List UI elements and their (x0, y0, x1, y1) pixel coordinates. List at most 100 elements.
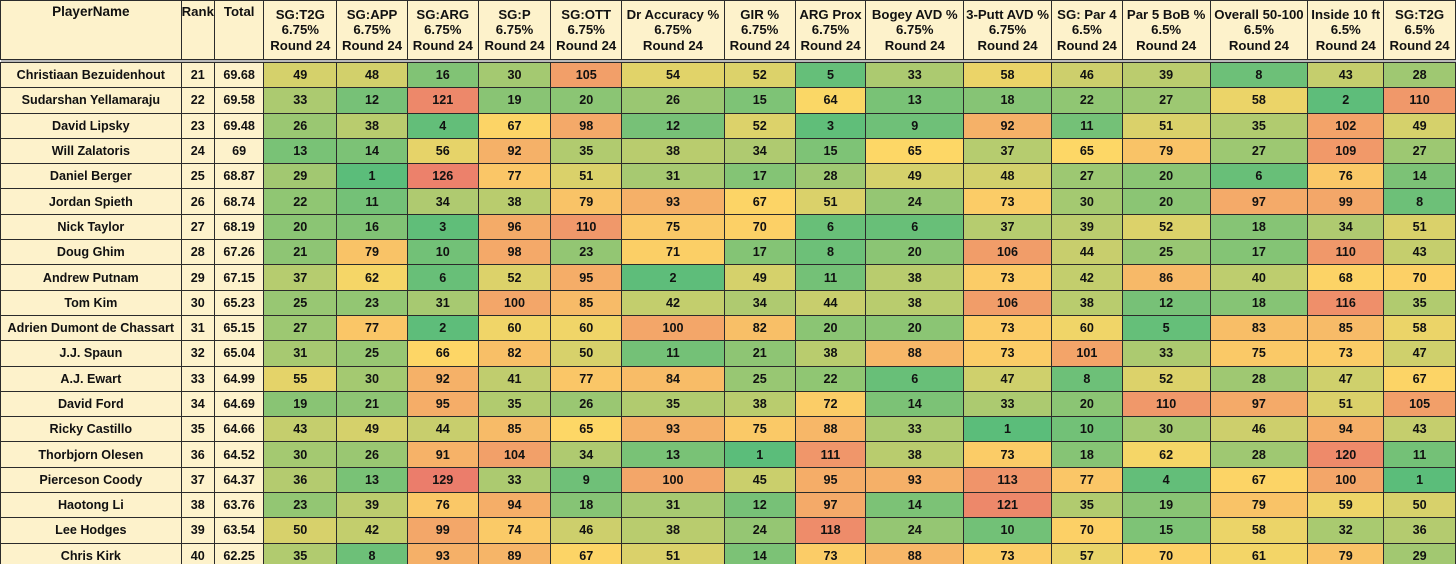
stat-cell[interactable]: 56 (406, 137, 479, 165)
stat-cell[interactable]: 76 (406, 492, 479, 519)
stat-cell[interactable]: 26 (550, 390, 623, 418)
stat-cell[interactable]: 20 (263, 213, 338, 241)
stat-cell[interactable]: 9 (550, 466, 623, 494)
stat-cell[interactable]: 41 (477, 365, 552, 392)
stat-cell[interactable]: 32 (1307, 517, 1385, 544)
stat-cell[interactable]: 10 (1050, 416, 1123, 443)
stat-cell[interactable]: 121 (406, 87, 479, 114)
stat-cell[interactable]: 20 (794, 314, 867, 342)
stat-cell[interactable]: 20 (865, 314, 965, 342)
stat-cell[interactable]: 52 (1121, 213, 1211, 241)
stat-cell[interactable]: 93 (621, 416, 725, 443)
player-name-cell[interactable]: Lee Hodges (0, 517, 182, 544)
stat-cell[interactable]: 31 (621, 163, 725, 190)
stat-cell[interactable]: 14 (865, 492, 965, 519)
stat-cell[interactable]: 46 (1209, 416, 1309, 443)
stat-cell[interactable]: 105 (550, 61, 623, 89)
player-name-cell[interactable]: A.J. Ewart (0, 365, 182, 392)
stat-cell[interactable]: 35 (1209, 112, 1309, 139)
stat-cell[interactable]: 106 (963, 289, 1052, 316)
player-name-cell[interactable]: Thorbjorn Olesen (0, 441, 182, 468)
total-cell[interactable]: 69 (213, 137, 265, 165)
stat-cell[interactable]: 38 (1050, 289, 1123, 316)
stat-cell[interactable]: 93 (406, 542, 479, 564)
stat-cell[interactable]: 75 (723, 416, 796, 443)
stat-cell[interactable]: 96 (477, 213, 552, 241)
stat-cell[interactable]: 2 (1307, 87, 1385, 114)
stat-cell[interactable]: 24 (865, 517, 965, 544)
stat-cell[interactable]: 44 (794, 289, 867, 316)
total-cell[interactable]: 65.15 (213, 314, 265, 342)
column-header-sg-t2g[interactable]: SG:T2G 6.75% Round 24 (263, 0, 338, 60)
stat-cell[interactable]: 12 (1121, 289, 1211, 316)
stat-cell[interactable]: 20 (1121, 188, 1211, 215)
stat-cell[interactable]: 120 (1307, 441, 1385, 468)
player-name-cell[interactable]: Doug Ghim (0, 239, 182, 266)
stat-cell[interactable]: 79 (1307, 542, 1385, 564)
stat-cell[interactable]: 45 (723, 466, 796, 494)
total-cell[interactable]: 65.04 (213, 340, 265, 367)
stat-cell[interactable]: 12 (723, 492, 796, 519)
stat-cell[interactable]: 16 (406, 61, 479, 89)
total-cell[interactable]: 69.58 (213, 87, 265, 114)
total-cell[interactable]: 65.23 (213, 289, 265, 316)
stat-cell[interactable]: 52 (723, 112, 796, 139)
total-cell[interactable]: 68.74 (213, 188, 265, 215)
column-header-sg-p[interactable]: SG:P 6.75% Round 24 (477, 0, 552, 60)
stat-cell[interactable]: 35 (263, 542, 338, 564)
stat-cell[interactable]: 23 (263, 492, 338, 519)
stat-cell[interactable]: 49 (263, 61, 338, 89)
stat-cell[interactable]: 14 (865, 390, 965, 418)
stat-cell[interactable]: 28 (1383, 61, 1456, 89)
stat-cell[interactable]: 43 (1383, 416, 1456, 443)
stat-cell[interactable]: 77 (1050, 466, 1123, 494)
rank-cell[interactable]: 34 (180, 390, 215, 418)
stat-cell[interactable]: 64 (794, 87, 867, 114)
player-name-cell[interactable]: J.J. Spaun (0, 340, 182, 367)
stat-cell[interactable]: 12 (336, 87, 408, 114)
stat-cell[interactable]: 110 (1383, 87, 1456, 114)
stat-cell[interactable]: 6 (794, 213, 867, 241)
rank-cell[interactable]: 29 (180, 264, 215, 291)
stat-cell[interactable]: 100 (477, 289, 552, 316)
stat-cell[interactable]: 29 (1383, 542, 1456, 564)
stat-cell[interactable]: 46 (1050, 61, 1123, 89)
stat-cell[interactable]: 11 (621, 340, 725, 367)
stat-cell[interactable]: 79 (1121, 137, 1211, 165)
stat-cell[interactable]: 1 (723, 441, 796, 468)
stat-cell[interactable]: 126 (406, 163, 479, 190)
stat-cell[interactable]: 33 (865, 416, 965, 443)
player-name-cell[interactable]: Pierceson Coody (0, 466, 182, 494)
stat-cell[interactable]: 102 (1307, 112, 1385, 139)
stat-cell[interactable]: 5 (794, 61, 867, 89)
stat-cell[interactable]: 66 (406, 340, 479, 367)
stat-cell[interactable]: 35 (1050, 492, 1123, 519)
stat-cell[interactable]: 52 (723, 61, 796, 89)
stat-cell[interactable]: 48 (963, 163, 1052, 190)
stat-cell[interactable]: 1 (336, 163, 408, 190)
total-cell[interactable]: 64.69 (213, 390, 265, 418)
stat-cell[interactable]: 100 (621, 466, 725, 494)
stat-cell[interactable]: 28 (794, 163, 867, 190)
stat-cell[interactable]: 47 (1307, 365, 1385, 392)
stat-cell[interactable]: 14 (1383, 163, 1456, 190)
stat-cell[interactable]: 70 (1050, 517, 1123, 544)
stat-cell[interactable]: 97 (1209, 188, 1309, 215)
stat-cell[interactable]: 15 (723, 87, 796, 114)
total-cell[interactable]: 69.48 (213, 112, 265, 139)
stat-cell[interactable]: 73 (963, 314, 1052, 342)
stat-cell[interactable]: 9 (865, 112, 965, 139)
stat-cell[interactable]: 110 (1121, 390, 1211, 418)
stat-cell[interactable]: 58 (1209, 87, 1309, 114)
stat-cell[interactable]: 86 (1121, 264, 1211, 291)
player-name-cell[interactable]: Sudarshan Yellamaraju (0, 87, 182, 114)
stat-cell[interactable]: 51 (1307, 390, 1385, 418)
stat-cell[interactable]: 23 (550, 239, 623, 266)
stat-cell[interactable]: 33 (963, 390, 1052, 418)
stat-cell[interactable]: 13 (865, 87, 965, 114)
column-header-arg-prox[interactable]: ARG Prox 6.75% Round 24 (794, 0, 867, 60)
stat-cell[interactable]: 118 (794, 517, 867, 544)
rank-cell[interactable]: 30 (180, 289, 215, 316)
stat-cell[interactable]: 27 (1050, 163, 1123, 190)
rank-cell[interactable]: 38 (180, 492, 215, 519)
